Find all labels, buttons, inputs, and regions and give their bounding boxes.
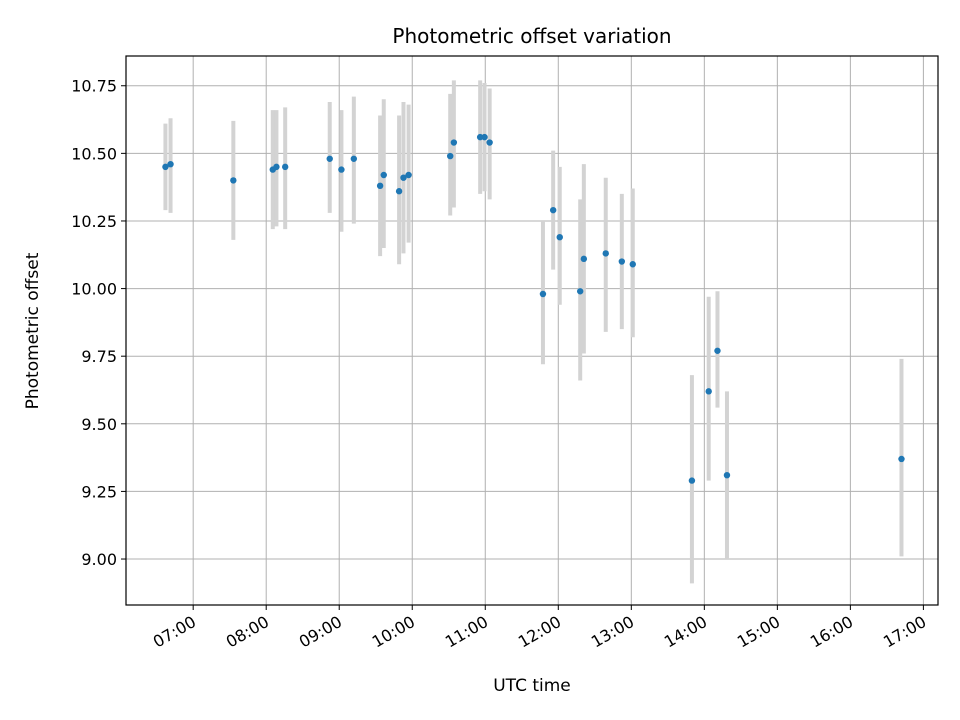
- data-point: [350, 155, 358, 162]
- y-tick-label: 10.50: [71, 144, 117, 163]
- data-point: [380, 171, 387, 179]
- y-tick-label: 10.75: [71, 77, 117, 96]
- data-point: [688, 477, 696, 484]
- data-point: [714, 347, 721, 354]
- data-point: [167, 160, 174, 168]
- data-point: [162, 163, 169, 171]
- data-point: [476, 133, 484, 141]
- y-tick-label: 10.25: [71, 212, 117, 231]
- y-tick-label: 9.00: [81, 550, 117, 569]
- data-point: [549, 206, 557, 214]
- data-point: [618, 258, 626, 265]
- data-point: [450, 139, 458, 146]
- y-axis-title: Photometric offset: [23, 252, 43, 409]
- data-point: [273, 163, 280, 171]
- data-point: [705, 388, 712, 395]
- data-point: [400, 174, 407, 181]
- data-point: [376, 182, 384, 190]
- data-point: [539, 290, 547, 298]
- grid: [126, 56, 938, 605]
- y-tick-label: 9.75: [81, 347, 117, 366]
- chart-title: Photometric offset variation: [392, 24, 671, 48]
- data-point: [281, 163, 289, 171]
- data-point: [629, 261, 636, 268]
- y-axis-ticks: 9.00 9.25 9.50 9.75 10.00 10.25 10.50 10.75: [71, 77, 126, 569]
- data-point: [338, 166, 345, 173]
- y-tick-label: 9.25: [81, 482, 117, 501]
- data-point: [405, 171, 412, 179]
- axes-frame: [125, 55, 939, 606]
- data-point: [556, 233, 563, 241]
- data-points: [162, 133, 905, 484]
- y-tick-label: 9.50: [81, 415, 117, 434]
- data-point: [898, 455, 905, 463]
- data-point: [580, 255, 588, 263]
- x-axis-title: UTC time: [493, 676, 571, 696]
- data-point: [723, 471, 731, 479]
- data-point: [395, 188, 403, 195]
- data-point: [602, 250, 609, 257]
- y-tick-label: 10.00: [71, 280, 117, 299]
- data-point: [447, 152, 454, 160]
- data-point: [326, 155, 333, 162]
- data-point: [486, 139, 493, 146]
- data-point: [230, 177, 237, 184]
- data-point: [576, 288, 584, 295]
- data-point: [481, 133, 488, 141]
